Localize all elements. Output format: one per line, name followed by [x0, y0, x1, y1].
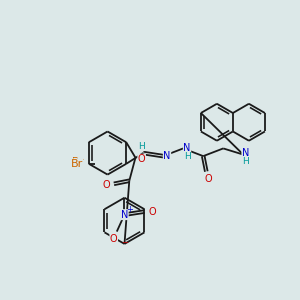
Text: N: N — [163, 151, 171, 161]
Text: +: + — [126, 205, 133, 214]
Text: O: O — [138, 154, 146, 164]
Text: Br: Br — [72, 157, 84, 167]
Text: H: H — [184, 152, 190, 160]
Text: N: N — [183, 143, 191, 153]
Text: O: O — [110, 234, 118, 244]
Text: H: H — [242, 157, 249, 166]
Text: H: H — [138, 142, 145, 151]
Text: N: N — [242, 148, 249, 158]
Text: O: O — [148, 207, 156, 217]
Text: −: − — [121, 238, 128, 247]
Text: N: N — [121, 210, 128, 220]
Text: Br: Br — [70, 159, 83, 169]
Text: O: O — [102, 180, 110, 190]
Text: O: O — [204, 174, 212, 184]
